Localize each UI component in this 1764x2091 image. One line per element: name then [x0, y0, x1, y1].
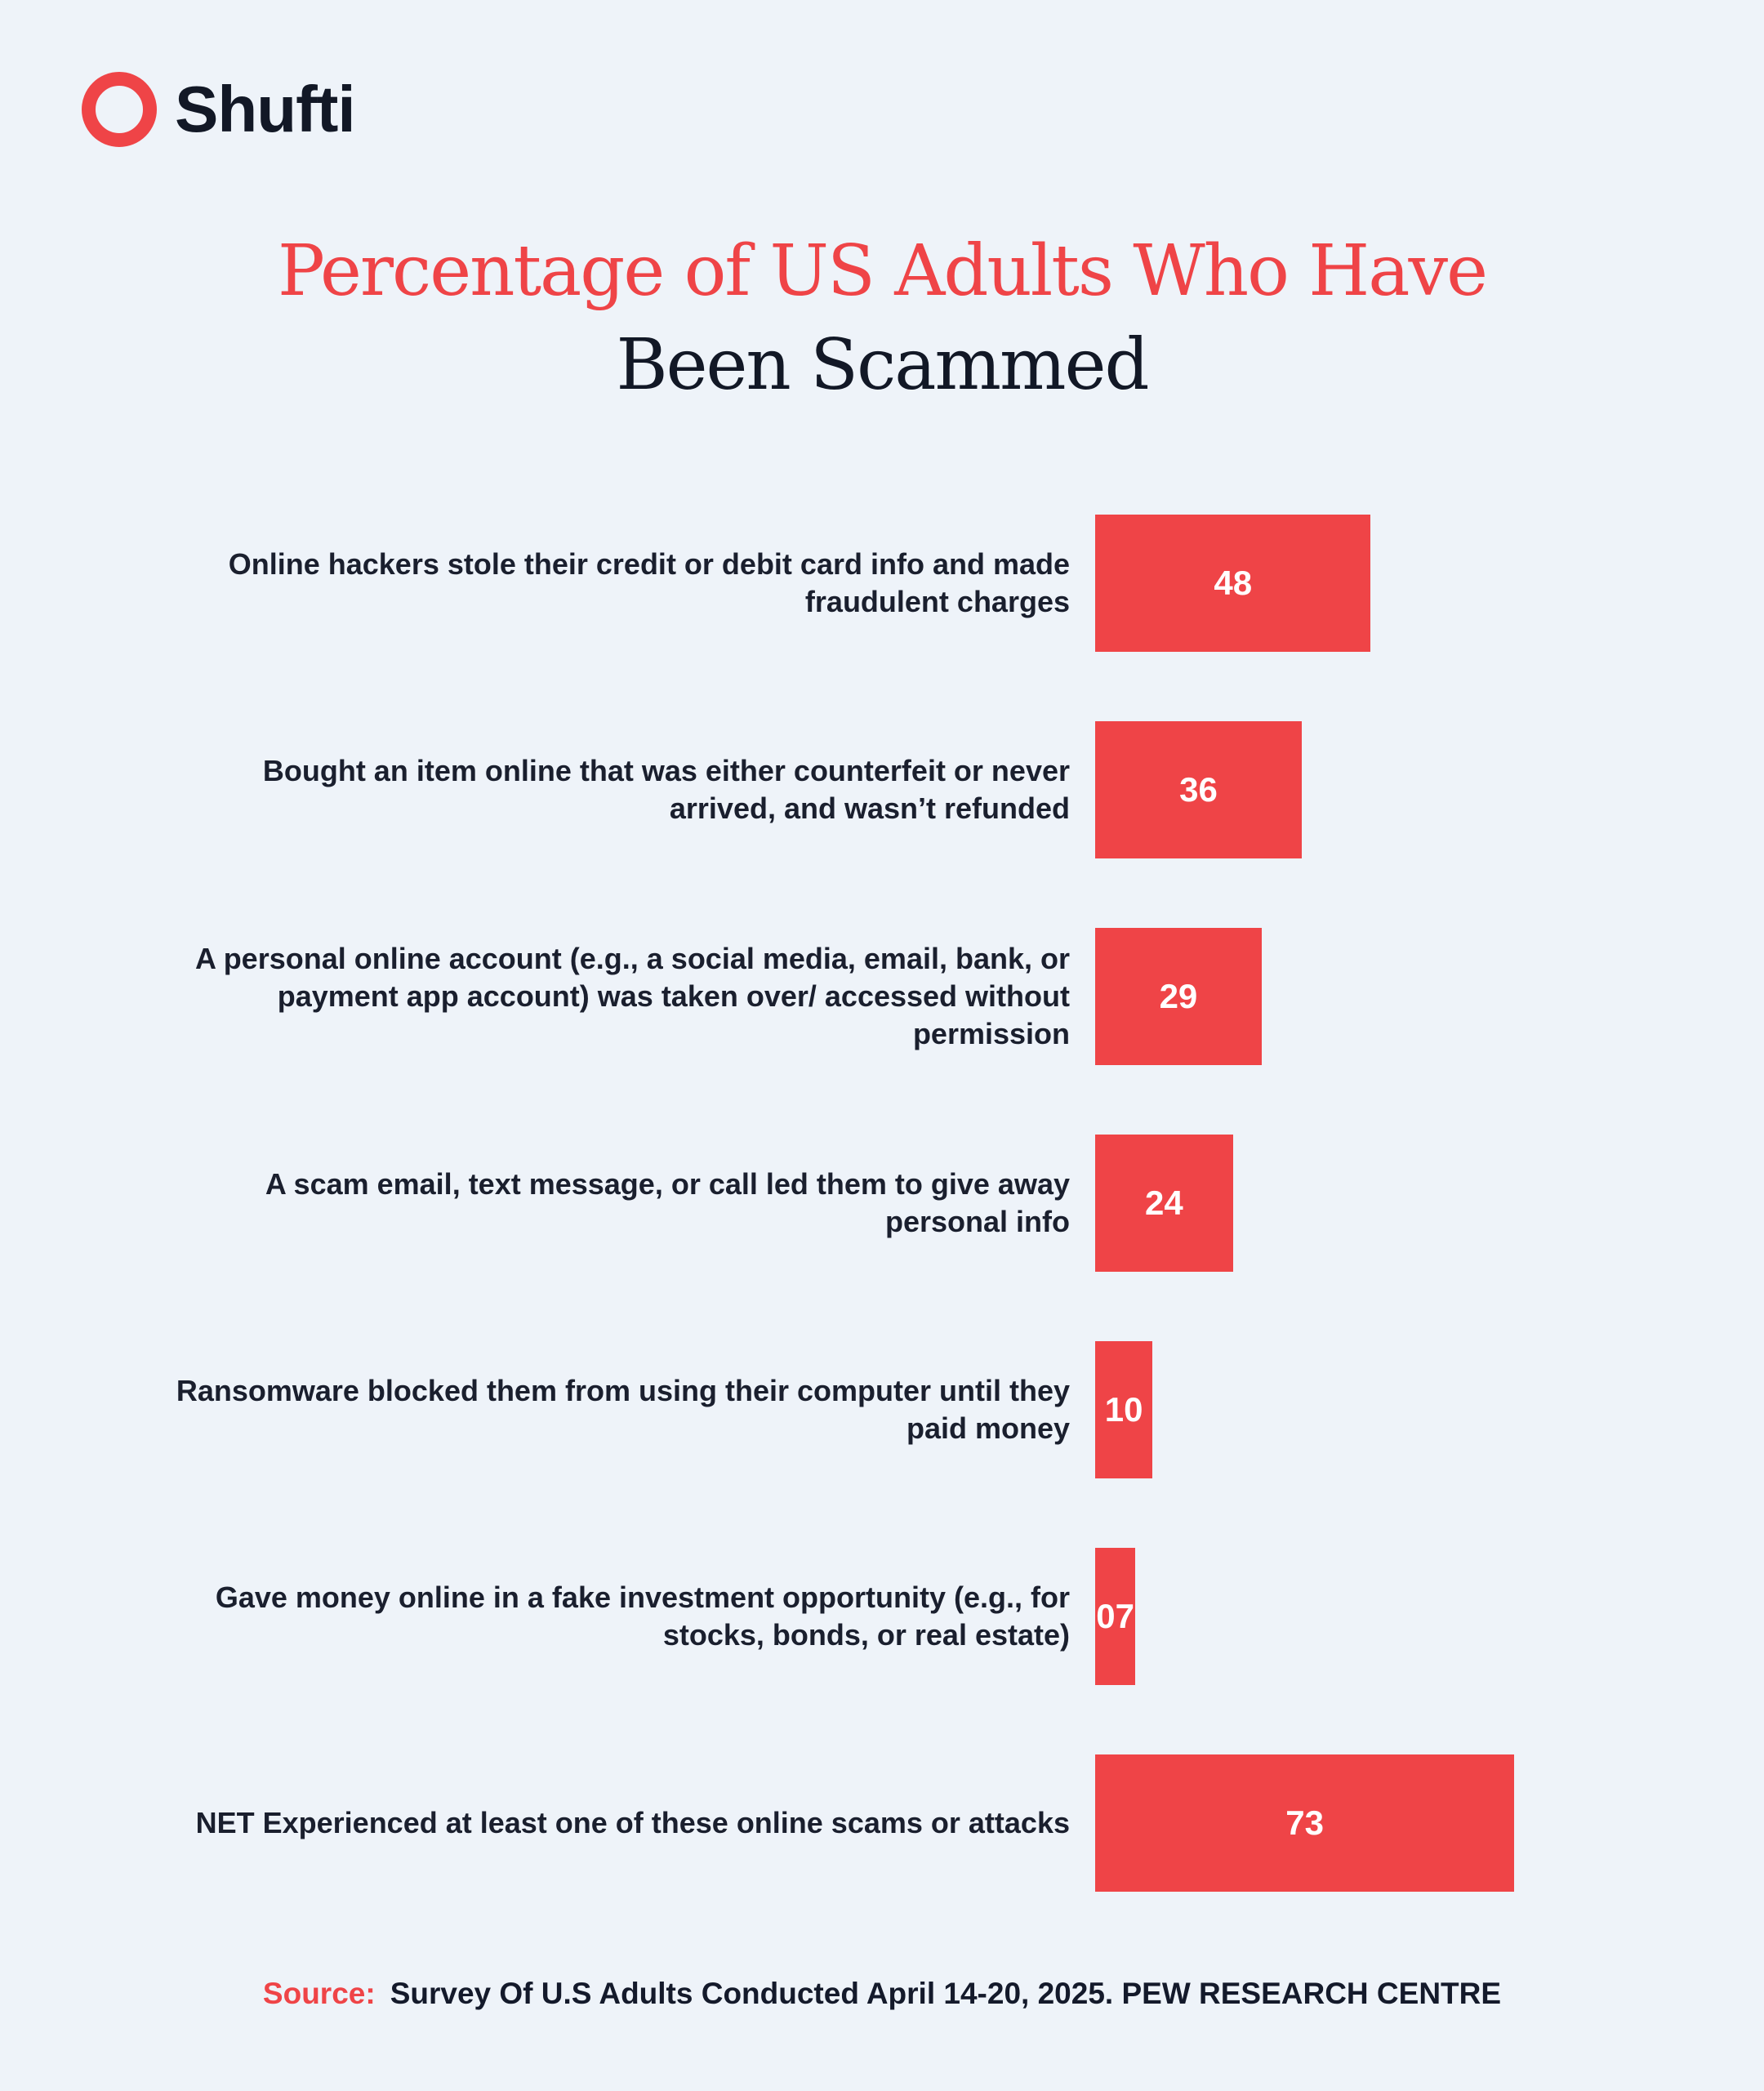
chart-row: Ransomware blocked them from using their… — [0, 1341, 1764, 1478]
category-label: NET Experienced at least one of these on… — [195, 1806, 1070, 1839]
category-label: Bought an item online that was either co… — [262, 754, 1070, 825]
data-label: 07 — [1096, 1597, 1134, 1635]
shufti-logo-icon — [82, 72, 157, 147]
category-label: A scam email, text message, or call led … — [265, 1167, 1070, 1238]
chart-title: Percentage of US Adults Who Have Been Sc… — [0, 225, 1764, 412]
data-label: 36 — [1179, 770, 1218, 809]
bar: 24 — [1095, 1135, 1233, 1272]
bar: 10 — [1095, 1341, 1153, 1478]
category-label: Ransomware blocked them from using their… — [176, 1374, 1070, 1445]
title-line-1: Percentage of US Adults Who Have — [278, 230, 1488, 312]
title-line-2: Been Scammed — [616, 324, 1149, 406]
chart-row: NET Experienced at least one of these on… — [0, 1754, 1764, 1892]
chart-row: Bought an item online that was either co… — [0, 721, 1764, 858]
category-label: A personal online account (e.g., a socia… — [195, 942, 1070, 1050]
category-label: Online hackers stole their credit or deb… — [228, 547, 1070, 618]
source-note: Source: Survey Of U.S Adults Conducted Ap… — [0, 1977, 1764, 2011]
chart-row: A personal online account (e.g., a socia… — [0, 928, 1764, 1065]
chart-row: A scam email, text message, or call led … — [0, 1135, 1764, 1272]
bar: 36 — [1095, 721, 1303, 858]
category-label: Gave money online in a fake investment o… — [215, 1581, 1070, 1652]
brand-logo: Shufti — [82, 72, 356, 147]
data-label: 48 — [1214, 564, 1253, 602]
source-text: Survey Of U.S Adults Conducted April 14-… — [390, 1977, 1502, 2010]
source-label: Source: — [262, 1977, 376, 2010]
bar: 48 — [1095, 515, 1371, 652]
data-label: 24 — [1145, 1184, 1183, 1222]
chart-row: Gave money online in a fake investment o… — [0, 1548, 1764, 1685]
brand-name: Shufti — [175, 73, 356, 145]
data-label: 29 — [1159, 977, 1198, 1015]
bar: 07 — [1095, 1548, 1136, 1685]
bar: 29 — [1095, 928, 1262, 1065]
chart-row: Online hackers stole their credit or deb… — [0, 515, 1764, 652]
bar: 73 — [1095, 1754, 1515, 1892]
data-label: 10 — [1104, 1390, 1143, 1429]
data-label: 73 — [1285, 1803, 1324, 1842]
